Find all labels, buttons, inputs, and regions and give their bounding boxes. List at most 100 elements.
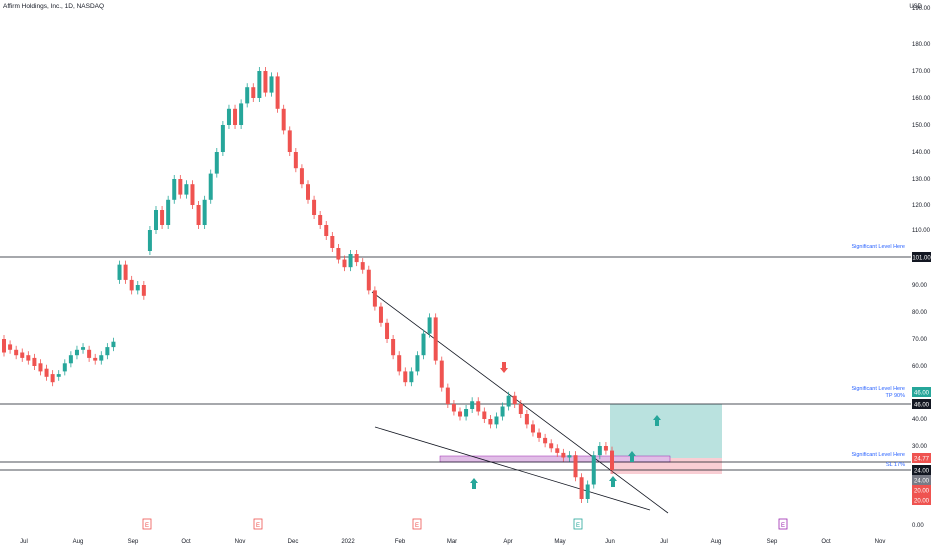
y-tick-label: 70.00	[912, 337, 928, 343]
candle-body	[245, 87, 250, 104]
candle-body	[403, 371, 408, 383]
x-tick-label: Oct	[181, 539, 191, 545]
candle-body	[99, 355, 104, 361]
price-badge	[912, 485, 931, 495]
candle-body	[154, 210, 158, 230]
candle-body	[549, 443, 554, 449]
candle-body	[336, 248, 341, 260]
candle-body	[421, 333, 426, 356]
candle-body	[409, 371, 414, 383]
candle-body	[610, 450, 614, 470]
candle-body	[488, 419, 493, 425]
x-tick-label: Aug	[73, 539, 84, 545]
x-tick-label: Nov	[875, 539, 886, 545]
candle-body	[591, 455, 596, 485]
candle-body	[202, 199, 207, 225]
candle-body	[172, 179, 177, 200]
candle-body	[518, 404, 523, 414]
candle-body	[494, 416, 499, 425]
price-badge-label: 24.77	[914, 457, 930, 463]
price-badge	[912, 399, 931, 409]
candle-body	[427, 317, 432, 334]
price-badge	[912, 252, 931, 262]
arrow-up-icon	[628, 451, 636, 462]
candle-body	[251, 87, 256, 98]
level-annotation: TP 90%	[886, 393, 906, 399]
candle-body	[306, 184, 310, 200]
x-tick-label: Feb	[395, 539, 406, 545]
x-tick-label: 2022	[341, 539, 355, 545]
candle-body	[330, 236, 335, 248]
candle-body	[105, 347, 110, 356]
arrow-down-icon	[500, 362, 508, 373]
y-tick-label: 120.00	[912, 203, 931, 209]
candle-body	[135, 285, 140, 291]
candle-body	[196, 205, 201, 225]
candle-body	[585, 484, 590, 499]
candle-body	[226, 108, 231, 125]
lower-trendline	[374, 426, 651, 511]
candle-body	[87, 349, 92, 358]
x-tick-label: Sep	[128, 539, 139, 545]
target-zone	[610, 404, 722, 458]
y-tick-label: 80.00	[912, 310, 928, 316]
candle-body	[360, 262, 365, 270]
candle-body	[579, 477, 584, 499]
x-tick-label: Mar	[447, 539, 457, 545]
candle-body	[166, 199, 171, 225]
candle-body	[439, 360, 444, 388]
candle-body	[476, 401, 481, 412]
candle-body	[44, 368, 49, 377]
x-tick-label: Aug	[711, 539, 722, 545]
candle-body	[299, 168, 304, 185]
candle-body	[123, 264, 128, 280]
price-badge-label: 46.00	[914, 391, 930, 397]
arrow-up-icon	[653, 415, 661, 426]
earnings-marker	[253, 518, 263, 530]
candle-body	[451, 404, 456, 412]
y-tick-label: 190.00	[912, 6, 931, 12]
candle-body	[287, 130, 292, 152]
candle-body	[312, 199, 317, 215]
earnings-marker-label: E	[256, 523, 260, 529]
candle-body	[537, 432, 542, 438]
candle-body	[269, 76, 274, 93]
candle-body	[458, 411, 462, 417]
candle-body	[111, 341, 116, 348]
candle-body	[482, 411, 487, 419]
candle-body	[464, 409, 469, 417]
candle-body	[20, 352, 25, 358]
candle-body	[372, 290, 377, 307]
price-badge-label: 20.00	[914, 499, 930, 505]
candle-body	[14, 349, 19, 356]
candle-body	[93, 357, 98, 361]
candle-body	[56, 374, 61, 377]
candle-body	[38, 363, 43, 372]
level-annotation: Significant Level Here	[851, 244, 905, 250]
candle-body	[68, 355, 73, 364]
earnings-marker-label: E	[576, 523, 580, 529]
candle-body	[597, 446, 602, 456]
candle-body	[603, 446, 608, 451]
candle-body	[239, 103, 244, 125]
level-annotation: Significant Level Here	[851, 386, 905, 392]
candle-body	[378, 306, 383, 323]
candle-body	[214, 152, 219, 174]
candle-body	[573, 455, 578, 478]
chart-title: Affirm Holdings, Inc., 1D, NASDAQ	[3, 3, 105, 10]
x-tick-label: Jun	[605, 539, 615, 545]
candle-body	[293, 152, 298, 169]
x-tick-label: Jul	[660, 539, 668, 545]
candle-body	[208, 173, 213, 200]
earnings-marker	[412, 518, 422, 530]
candle-body	[74, 349, 79, 356]
candle-body	[318, 215, 323, 225]
candle-body	[415, 355, 420, 372]
x-tick-label: May	[554, 539, 565, 545]
y-tick-label: 0.00	[912, 523, 924, 529]
candle-body	[324, 225, 329, 236]
candle-body	[81, 347, 86, 350]
x-tick-label: Apr	[503, 539, 512, 545]
candle-body	[470, 401, 475, 409]
